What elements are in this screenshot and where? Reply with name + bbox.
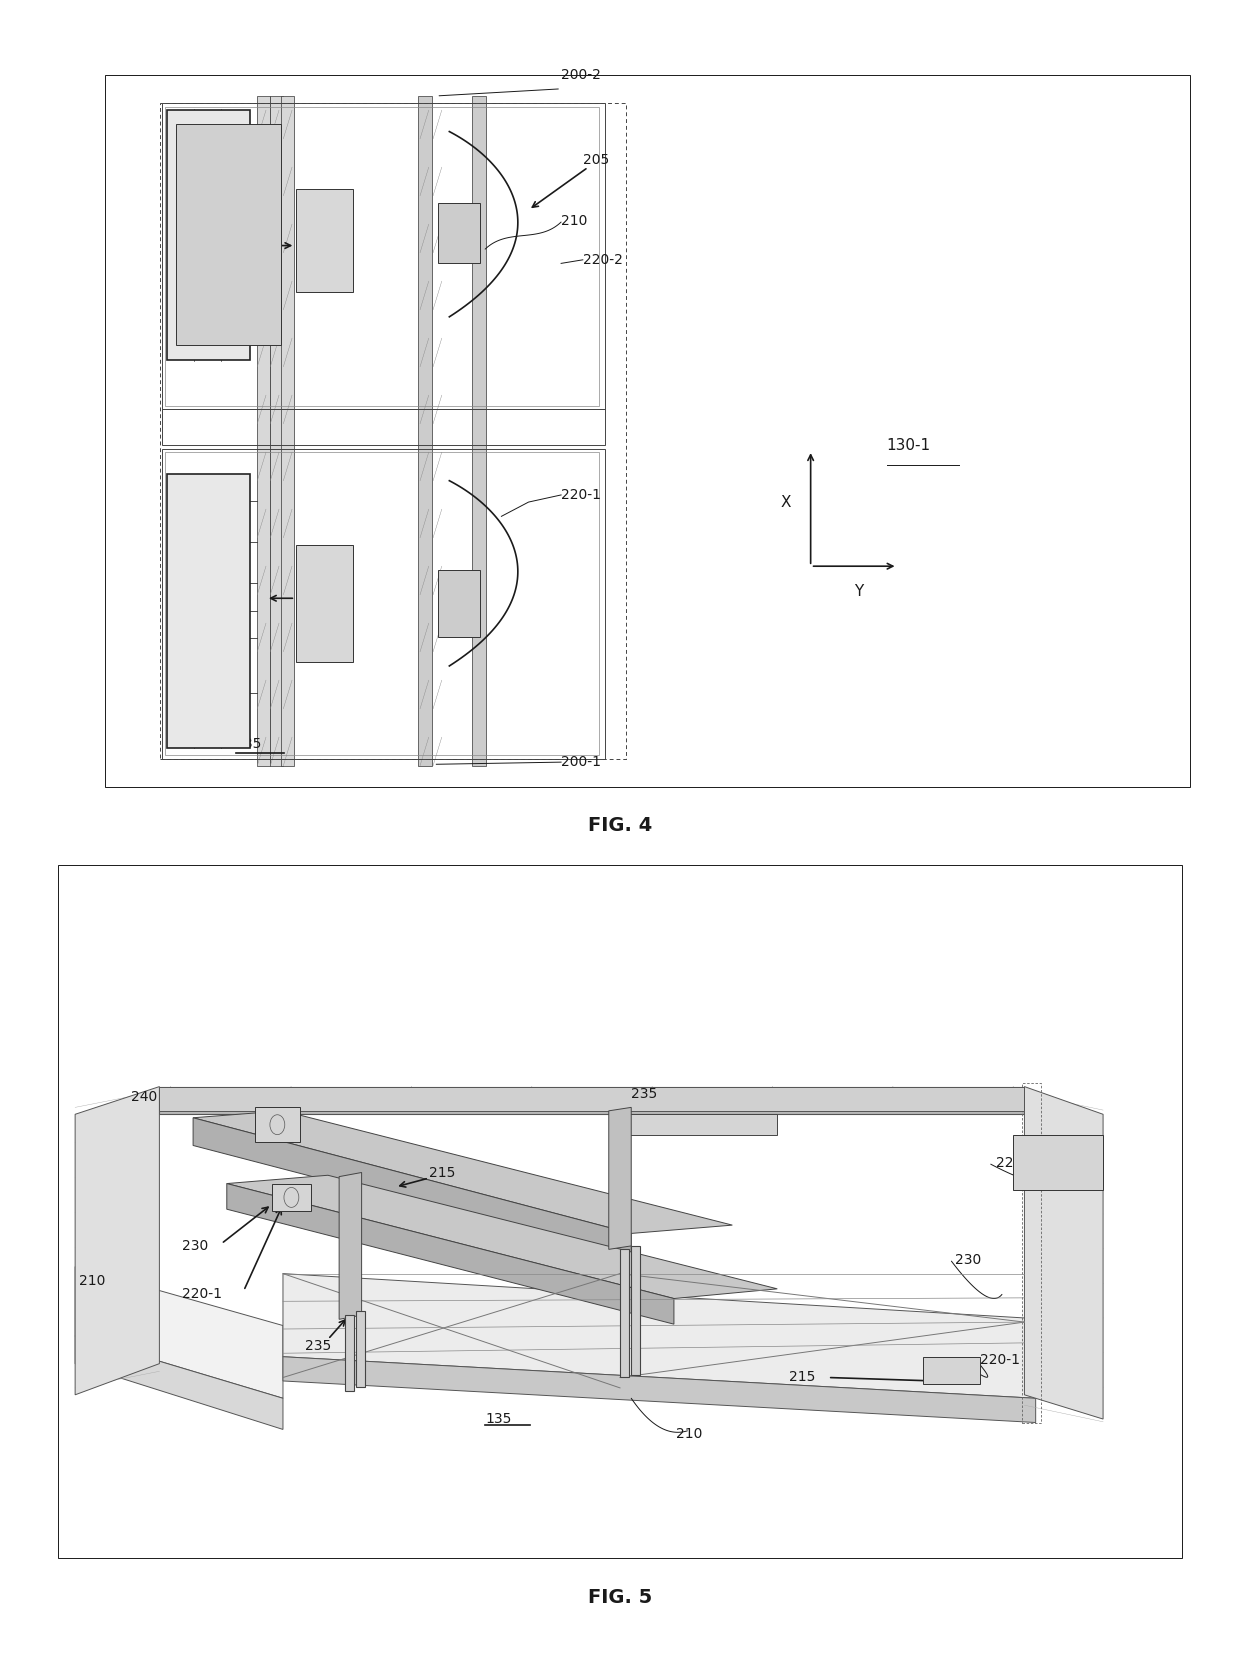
Text: 210: 210 bbox=[167, 161, 193, 174]
Bar bbox=[160, 103, 626, 759]
Bar bbox=[270, 96, 284, 766]
Text: 215: 215 bbox=[789, 1370, 815, 1385]
Text: 220-2: 220-2 bbox=[583, 254, 622, 267]
Text: FIG. 5: FIG. 5 bbox=[588, 1587, 652, 1607]
Bar bbox=[1013, 1135, 1104, 1190]
Text: 205: 205 bbox=[583, 152, 609, 167]
Text: 200-1: 200-1 bbox=[560, 756, 601, 769]
Bar bbox=[418, 96, 432, 766]
Text: 135: 135 bbox=[236, 737, 262, 751]
Polygon shape bbox=[76, 1266, 283, 1399]
Bar bbox=[161, 103, 605, 409]
Text: FIG. 4: FIG. 4 bbox=[588, 815, 652, 835]
Bar bbox=[255, 1107, 300, 1142]
Polygon shape bbox=[340, 1173, 362, 1319]
Bar bbox=[161, 449, 605, 759]
Bar bbox=[296, 189, 353, 292]
Bar bbox=[472, 96, 486, 766]
Polygon shape bbox=[283, 1274, 1035, 1399]
Text: Y: Y bbox=[854, 583, 863, 598]
Text: 210: 210 bbox=[560, 214, 588, 227]
Bar bbox=[296, 545, 353, 663]
Bar bbox=[439, 202, 480, 263]
Bar bbox=[345, 1316, 353, 1392]
Text: 235: 235 bbox=[305, 1339, 331, 1354]
Polygon shape bbox=[76, 1087, 160, 1395]
Polygon shape bbox=[160, 1087, 1024, 1110]
Text: 215: 215 bbox=[429, 1167, 455, 1180]
Polygon shape bbox=[626, 1094, 639, 1109]
Polygon shape bbox=[76, 1336, 283, 1430]
Bar bbox=[165, 452, 599, 756]
Text: 230: 230 bbox=[182, 1239, 208, 1253]
Bar bbox=[165, 106, 599, 406]
Bar bbox=[176, 124, 281, 345]
Bar bbox=[356, 1311, 365, 1387]
Bar bbox=[58, 865, 1182, 1558]
Bar bbox=[1022, 1084, 1042, 1422]
Text: 130-1: 130-1 bbox=[887, 437, 931, 452]
Polygon shape bbox=[257, 1105, 272, 1125]
Text: 220-1: 220-1 bbox=[182, 1287, 222, 1301]
Bar bbox=[281, 96, 294, 766]
Text: 135: 135 bbox=[485, 1412, 512, 1427]
Polygon shape bbox=[193, 1110, 733, 1233]
Bar bbox=[439, 570, 480, 638]
Bar bbox=[167, 109, 249, 360]
Text: 210: 210 bbox=[78, 1274, 105, 1287]
Text: X: X bbox=[781, 495, 791, 510]
Text: 220-2: 220-2 bbox=[997, 1157, 1037, 1170]
Polygon shape bbox=[283, 1357, 1035, 1422]
Text: 230: 230 bbox=[955, 1253, 981, 1266]
Polygon shape bbox=[1024, 1087, 1104, 1418]
Bar bbox=[105, 75, 1190, 787]
Bar bbox=[272, 1183, 311, 1211]
Bar bbox=[161, 409, 605, 446]
Bar bbox=[258, 96, 270, 766]
Bar bbox=[620, 1249, 629, 1377]
Polygon shape bbox=[227, 1183, 673, 1324]
Polygon shape bbox=[160, 1087, 1024, 1114]
Text: 240: 240 bbox=[131, 1090, 157, 1104]
Text: 220-1: 220-1 bbox=[980, 1354, 1019, 1367]
Bar bbox=[167, 474, 249, 747]
Bar bbox=[631, 1246, 640, 1375]
Text: 200-2: 200-2 bbox=[560, 68, 601, 81]
Text: 220-1: 220-1 bbox=[560, 487, 601, 502]
Polygon shape bbox=[193, 1118, 631, 1259]
Text: 210: 210 bbox=[676, 1427, 703, 1442]
Text: 235: 235 bbox=[631, 1087, 657, 1100]
Polygon shape bbox=[609, 1107, 631, 1249]
Bar bbox=[924, 1357, 980, 1385]
Polygon shape bbox=[227, 1175, 777, 1299]
Polygon shape bbox=[609, 1114, 777, 1135]
